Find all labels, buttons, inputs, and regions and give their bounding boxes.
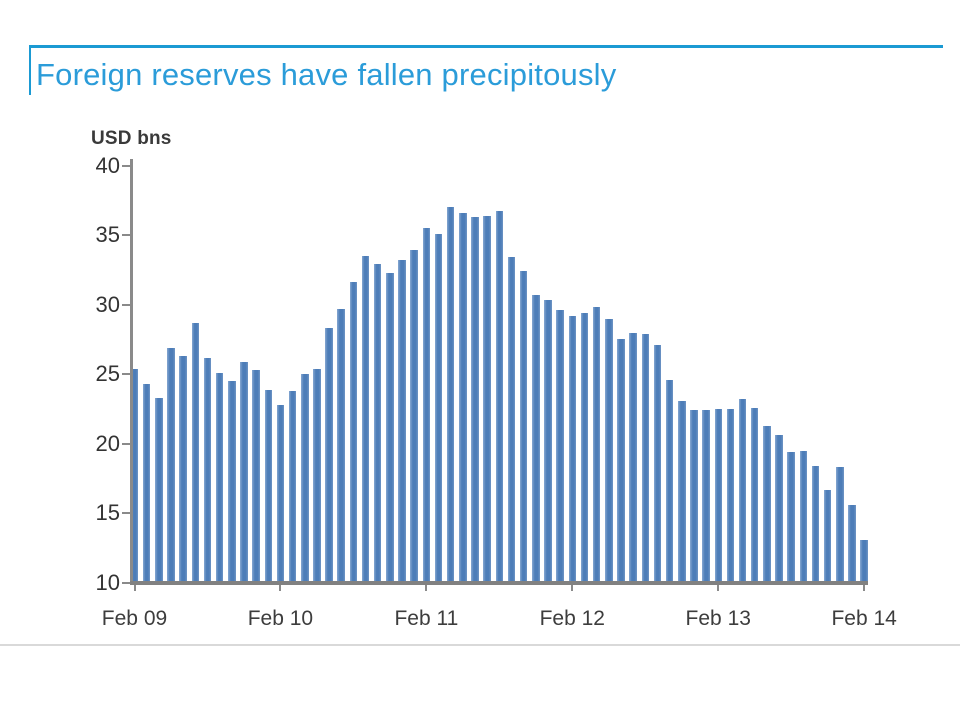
x-axis-tick — [863, 585, 866, 591]
bar — [617, 339, 625, 583]
x-axis-tick — [425, 585, 428, 591]
bar — [215, 372, 224, 583]
title-block: Foreign reserves have fallen precipitous… — [29, 45, 943, 95]
y-axis-tick — [122, 164, 130, 167]
y-axis-tick — [122, 512, 130, 515]
bar — [471, 216, 479, 583]
bar — [240, 361, 248, 583]
bar — [349, 282, 358, 583]
bar — [155, 397, 163, 583]
bar — [605, 318, 613, 583]
bar — [228, 381, 236, 583]
bar — [653, 345, 662, 583]
bar — [288, 390, 297, 583]
bar — [665, 379, 674, 583]
y-axis-tick-label: 15 — [95, 500, 120, 526]
bar — [568, 315, 577, 583]
bar — [167, 347, 175, 583]
bar — [373, 264, 382, 583]
bar — [799, 450, 808, 583]
x-axis-tick-label: Feb 13 — [685, 607, 751, 630]
y-axis-tick — [122, 582, 130, 584]
x-axis-tick — [133, 585, 136, 591]
bar — [264, 389, 273, 583]
bar — [811, 466, 820, 583]
bar — [580, 313, 589, 583]
bar — [142, 383, 151, 583]
y-axis-tick — [122, 303, 130, 306]
bar — [179, 356, 187, 583]
x-axis-tick — [279, 585, 282, 591]
bar — [252, 370, 260, 583]
bar — [495, 211, 504, 583]
bar — [459, 212, 467, 583]
bar — [750, 407, 759, 583]
bar — [823, 489, 832, 583]
bar — [532, 294, 540, 583]
x-axis-line — [130, 581, 868, 585]
y-axis-tick-label: 35 — [95, 222, 120, 248]
y-axis-tick-label: 25 — [95, 361, 120, 387]
bar — [422, 228, 431, 583]
bar — [775, 435, 783, 583]
x-axis-tick-label: Feb 10 — [247, 607, 314, 630]
bar — [592, 307, 601, 583]
x-axis-tick-label: Feb 12 — [539, 607, 605, 630]
bar — [483, 215, 491, 583]
bar — [714, 409, 722, 583]
bar — [641, 333, 650, 583]
bar — [410, 250, 418, 583]
x-axis-tick — [571, 585, 574, 591]
page-title: Foreign reserves have fallen precipitous… — [36, 57, 617, 92]
bar — [544, 300, 552, 583]
bar — [191, 322, 200, 583]
y-axis-tick — [122, 234, 130, 237]
bar — [301, 374, 309, 583]
bar — [203, 357, 212, 583]
x-axis-tick-label: Feb 14 — [831, 607, 897, 630]
bar — [325, 328, 333, 583]
bar — [726, 409, 735, 583]
bar — [690, 410, 698, 583]
bar — [398, 260, 406, 583]
y-axis-tick-label: 30 — [95, 291, 120, 317]
bar — [337, 308, 345, 583]
bar — [860, 539, 868, 583]
x-axis-tick-label: Feb 09 — [101, 607, 168, 630]
y-axis-unit-label: USD bns — [91, 128, 172, 149]
y-axis-tick — [122, 442, 130, 445]
y-axis-tick-label: 20 — [95, 430, 120, 456]
bar — [434, 233, 443, 583]
bar — [507, 257, 516, 583]
bar — [130, 368, 139, 583]
y-axis-line — [130, 159, 133, 585]
bar — [738, 399, 747, 583]
bar — [446, 207, 455, 583]
bar — [276, 404, 285, 583]
bar — [386, 272, 394, 583]
x-axis-tick — [717, 585, 720, 591]
bar — [313, 368, 321, 583]
y-axis-tick-label: 10 — [95, 570, 120, 595]
bottom-divider — [0, 644, 960, 646]
bar — [556, 310, 564, 583]
bar — [519, 271, 528, 583]
bar — [848, 505, 856, 583]
x-axis-tick-label: Feb 11 — [394, 607, 459, 630]
y-axis-tick-label: 40 — [95, 152, 120, 178]
bar — [702, 410, 710, 583]
bar — [763, 425, 771, 583]
bar — [836, 467, 844, 583]
bar — [678, 400, 686, 583]
y-axis-tick — [122, 373, 130, 376]
bar — [787, 452, 795, 583]
bar — [361, 255, 370, 583]
bar — [629, 332, 637, 583]
